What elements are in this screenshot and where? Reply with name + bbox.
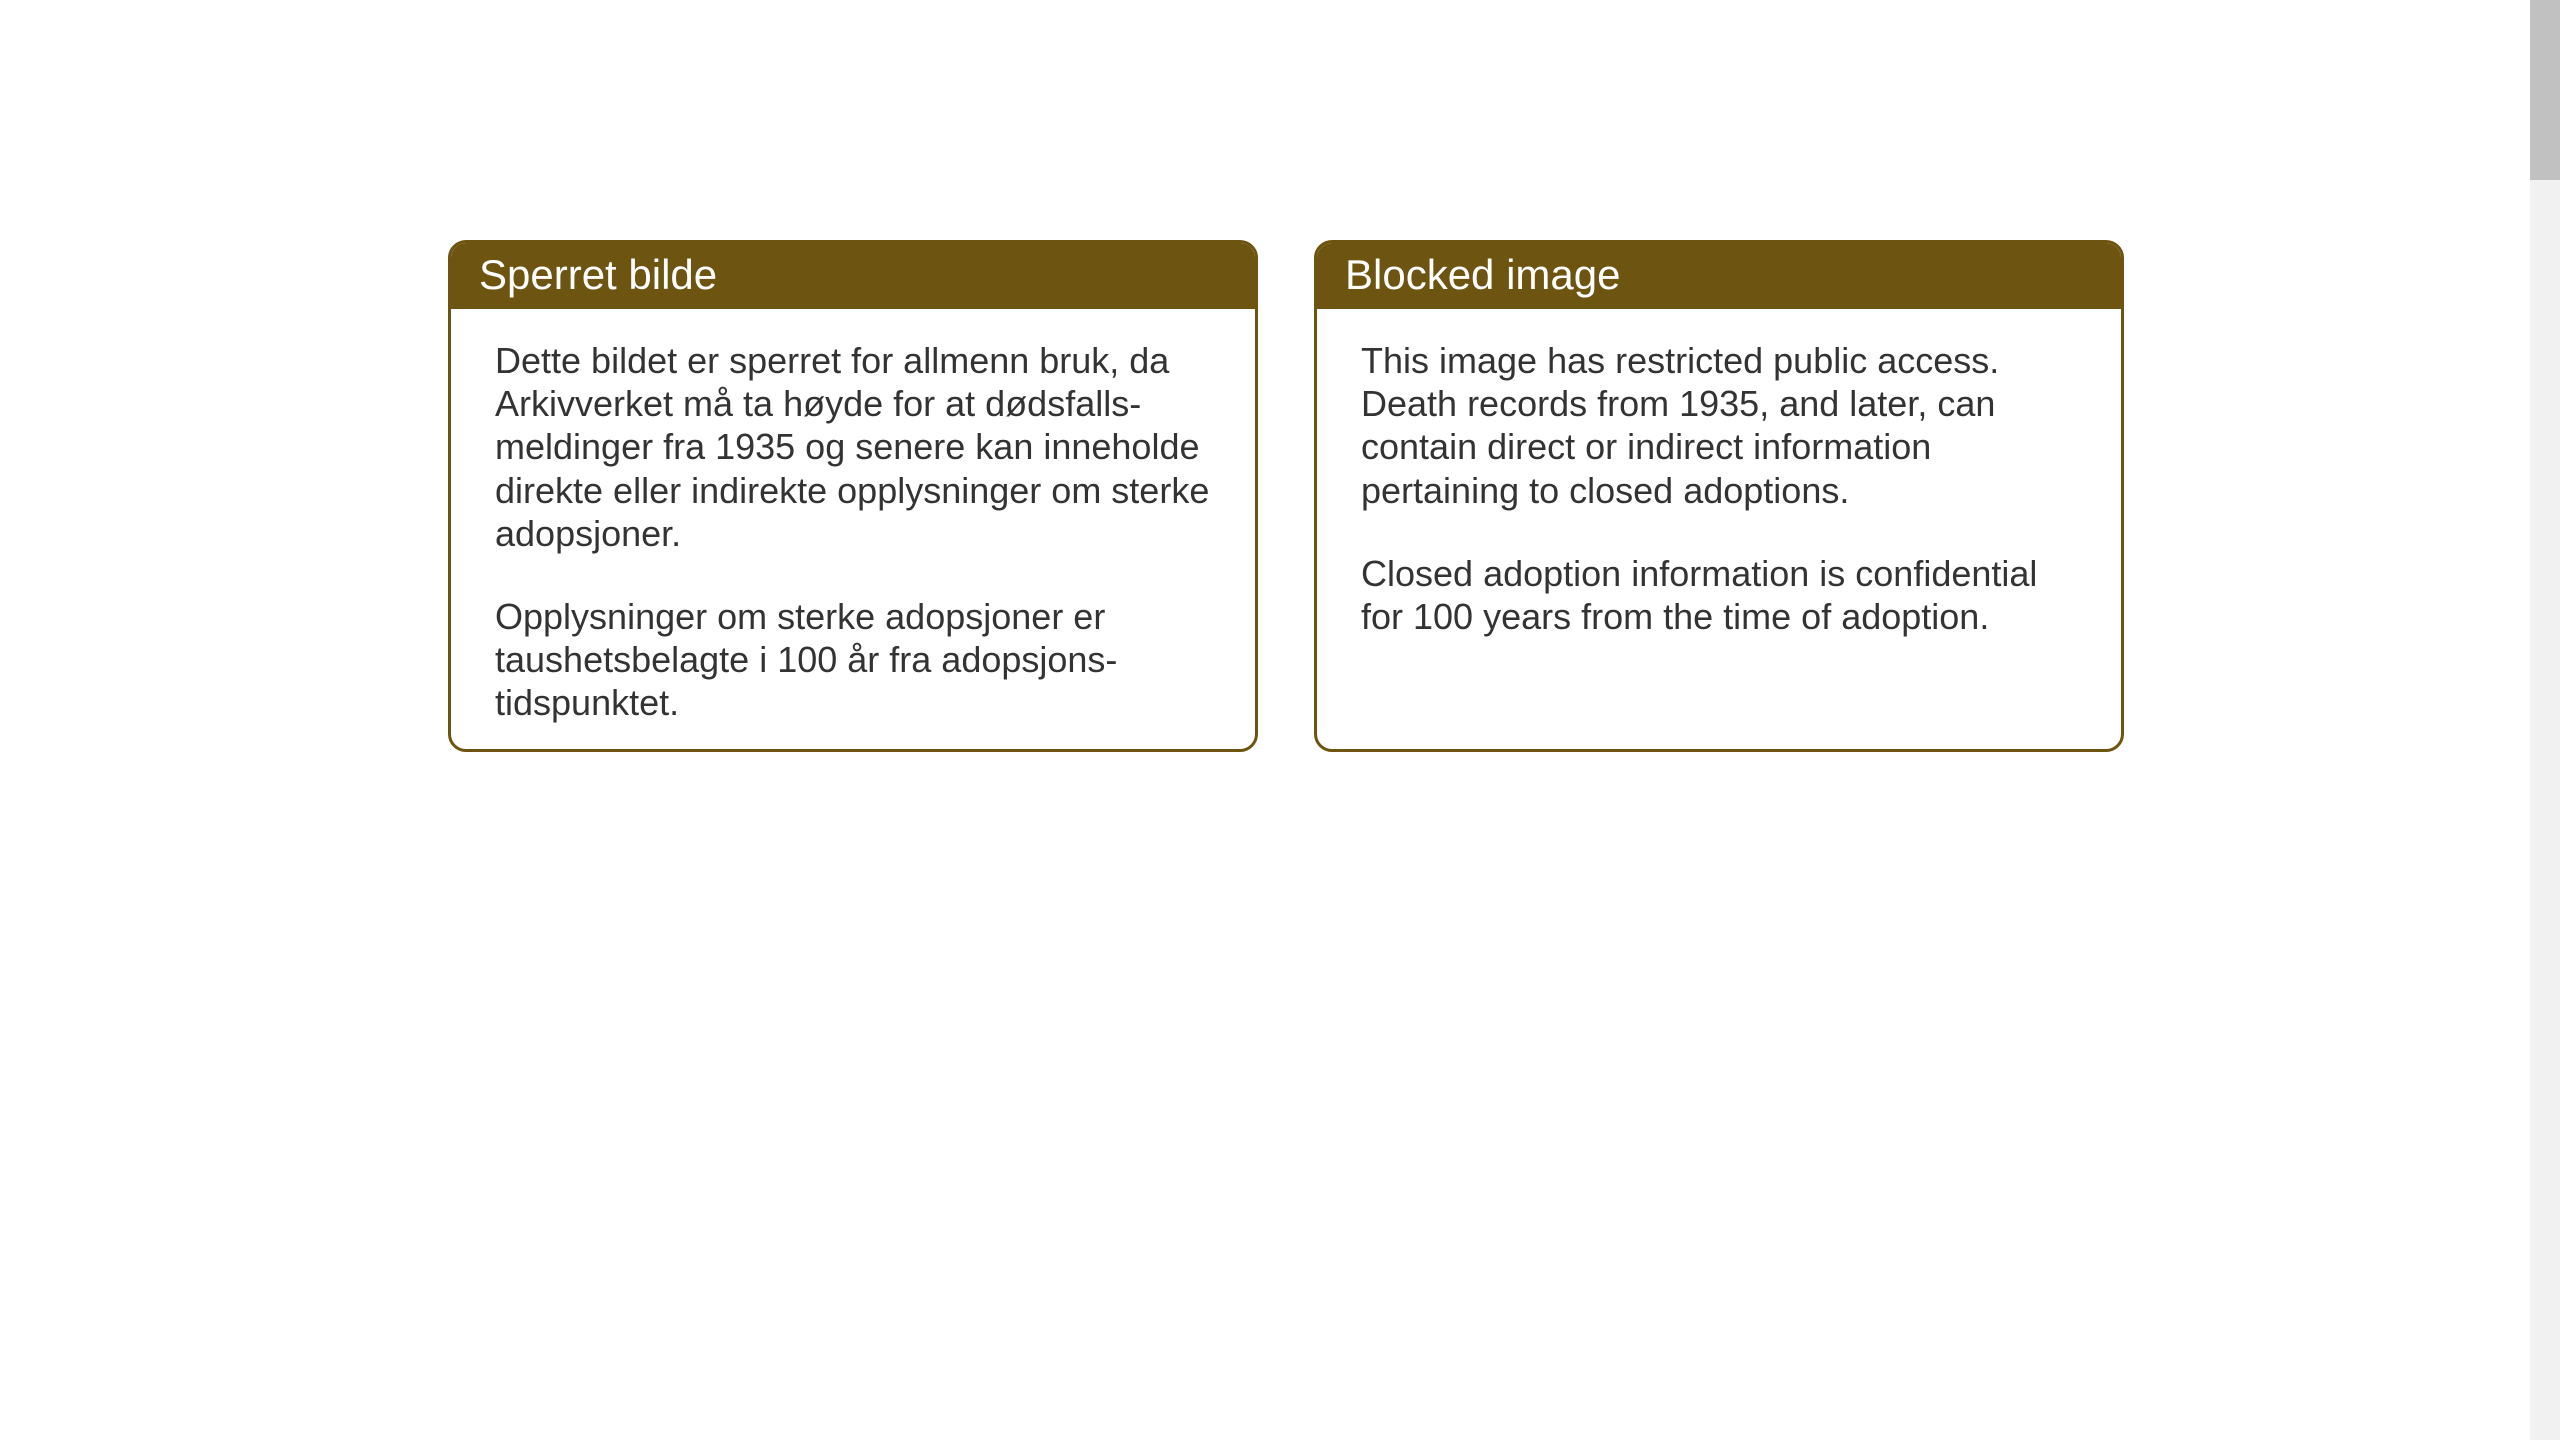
scrollbar-thumb[interactable] — [2530, 0, 2560, 180]
norwegian-card-title: Sperret bilde — [451, 243, 1255, 309]
norwegian-paragraph-1: Dette bildet er sperret for allmenn bruk… — [495, 339, 1211, 555]
norwegian-card-body: Dette bildet er sperret for allmenn bruk… — [451, 309, 1255, 752]
english-card-body: This image has restricted public access.… — [1317, 309, 2121, 678]
vertical-scrollbar[interactable] — [2530, 0, 2560, 1440]
english-notice-card: Blocked image This image has restricted … — [1314, 240, 2124, 752]
english-paragraph-2: Closed adoption information is confident… — [1361, 552, 2077, 638]
notice-container: Sperret bilde Dette bildet er sperret fo… — [0, 0, 2560, 752]
norwegian-notice-card: Sperret bilde Dette bildet er sperret fo… — [448, 240, 1258, 752]
norwegian-paragraph-2: Opplysninger om sterke adopsjoner er tau… — [495, 595, 1211, 725]
english-card-title: Blocked image — [1317, 243, 2121, 309]
english-paragraph-1: This image has restricted public access.… — [1361, 339, 2077, 512]
